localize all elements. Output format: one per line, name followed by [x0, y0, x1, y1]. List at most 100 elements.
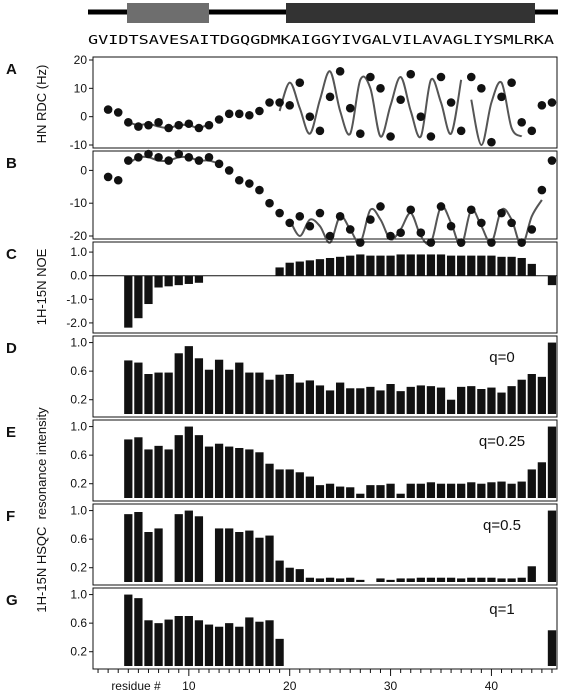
- bar: [366, 386, 375, 414]
- data-point: [214, 115, 224, 124]
- bar: [325, 390, 335, 414]
- bar: [204, 624, 214, 666]
- bar: [376, 255, 385, 276]
- data-point: [305, 112, 315, 121]
- bar: [325, 483, 335, 498]
- panel-letter: C: [6, 246, 17, 263]
- bar: [204, 369, 214, 414]
- data-point: [103, 172, 113, 182]
- y-tick-label: -2.0: [66, 316, 87, 330]
- data-point: [356, 129, 365, 138]
- bar: [457, 386, 466, 414]
- bar: [295, 472, 304, 498]
- sequence-text: GVIDTSAVESAITDGQGDMKAIGGYIVGALVILAVAGLIY…: [88, 33, 555, 47]
- y-tick-label: -10: [70, 196, 88, 210]
- bar: [376, 485, 385, 498]
- bar: [255, 621, 264, 666]
- bar: [184, 346, 193, 414]
- panel-letter: G: [6, 592, 18, 609]
- bar: [144, 374, 153, 414]
- bar: [426, 254, 436, 276]
- bar: [457, 483, 466, 498]
- y-tick-label: 0.6: [70, 364, 87, 378]
- bar: [255, 537, 264, 582]
- bar: [497, 481, 506, 498]
- bar: [517, 257, 526, 276]
- data-point: [154, 152, 163, 162]
- bar: [356, 254, 365, 276]
- bar: [184, 275, 193, 284]
- y-tick-label: -20: [70, 229, 88, 243]
- data-point: [204, 152, 214, 162]
- data-point: [456, 126, 466, 136]
- bar: [134, 437, 143, 498]
- q-annotation: q=0: [489, 349, 514, 366]
- y-tick-label: 0.0: [70, 269, 87, 283]
- data-point: [285, 101, 294, 110]
- bar: [124, 594, 133, 666]
- data-point: [396, 95, 405, 104]
- ss-helix-short: [127, 3, 209, 23]
- bar: [487, 577, 496, 582]
- bar: [245, 617, 254, 666]
- bar: [527, 263, 536, 276]
- x-tick-label: 20: [283, 679, 297, 693]
- bar: [235, 532, 244, 582]
- bar: [144, 449, 153, 498]
- bar: [275, 469, 284, 498]
- data-point: [194, 123, 204, 133]
- fit-curve: [127, 155, 220, 165]
- data-point: [376, 84, 385, 93]
- bar: [315, 578, 325, 582]
- data-point: [507, 78, 516, 87]
- data-point: [426, 238, 436, 247]
- panel-G: G 0.2 0.6 1.0 q=1: [6, 587, 558, 670]
- bar: [487, 482, 496, 498]
- bar: [477, 483, 486, 498]
- data-point: [184, 152, 194, 162]
- data-point: [255, 185, 264, 195]
- bar: [144, 620, 153, 666]
- data-point: [184, 119, 194, 129]
- panel-A: A -10 0 10 20: [6, 53, 558, 152]
- bar: [265, 535, 274, 582]
- bar: [144, 275, 153, 305]
- bar: [285, 374, 294, 414]
- y-tick-label: 1.0: [70, 336, 87, 350]
- data-point: [124, 156, 133, 165]
- bar: [214, 359, 224, 414]
- bar: [335, 382, 345, 414]
- bar: [305, 260, 315, 276]
- bar: [527, 566, 536, 582]
- bar: [245, 372, 254, 414]
- data-point: [134, 152, 143, 162]
- bar: [194, 358, 204, 414]
- ylabel-intensity: 1H-15N HSQC resonance intensity: [34, 407, 49, 613]
- data-point: [234, 109, 244, 119]
- bar: [426, 577, 436, 582]
- bar: [144, 532, 153, 582]
- data-point: [245, 179, 254, 188]
- bar: [225, 528, 234, 582]
- y-tick-label: 0.6: [70, 532, 87, 546]
- data-point: [315, 208, 325, 218]
- y-tick-label: 1.0: [70, 420, 87, 434]
- bar: [446, 483, 456, 498]
- bar: [517, 379, 526, 414]
- data-point: [527, 126, 537, 136]
- bar: [225, 369, 234, 414]
- fit-curve: [278, 70, 463, 139]
- data-point: [224, 166, 234, 175]
- bar: [124, 514, 133, 582]
- data-point: [527, 225, 537, 234]
- y-tick-label: 1.0: [70, 245, 87, 259]
- bar: [315, 385, 325, 414]
- bar: [376, 578, 385, 582]
- x-tick-label: 40: [485, 679, 499, 693]
- bar: [305, 577, 315, 582]
- y-tick-label: 0.6: [70, 448, 87, 462]
- bar: [457, 255, 466, 276]
- x-axis-label: residue #: [111, 679, 161, 693]
- data-point: [154, 118, 163, 127]
- panel-letter: E: [6, 424, 16, 441]
